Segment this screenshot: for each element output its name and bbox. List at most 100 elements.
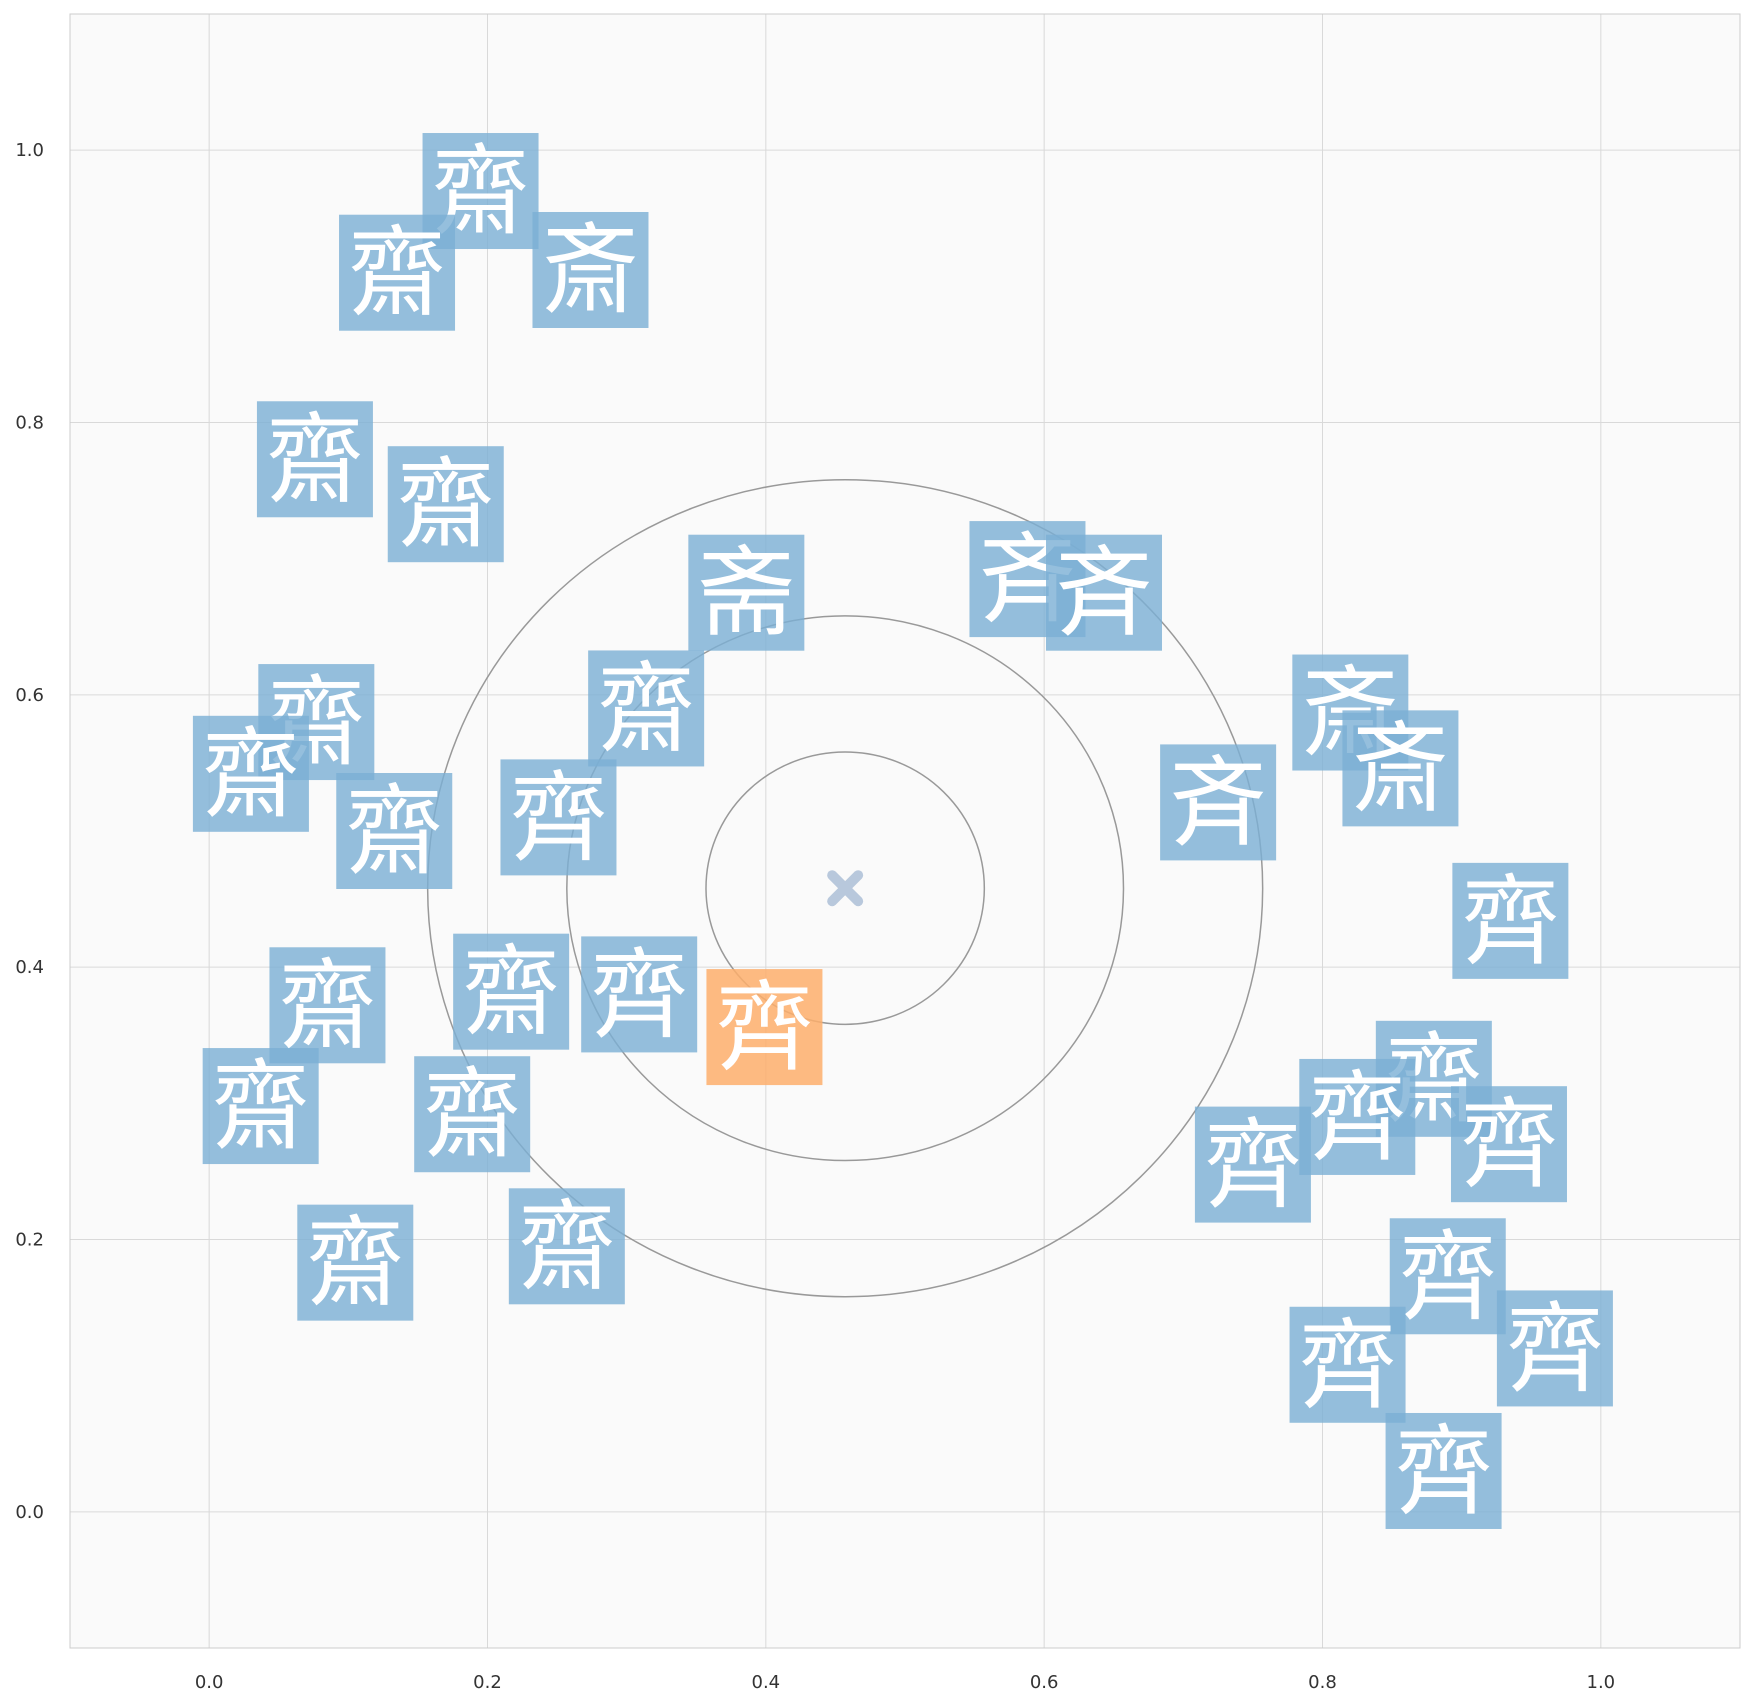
glyph-point: 齊	[1299, 1058, 1416, 1175]
distance-ring	[566, 615, 1125, 1162]
glyph-box	[1299, 1058, 1416, 1175]
glyph-point: 齊	[1496, 1290, 1613, 1407]
glyph-point: 齋	[336, 773, 453, 889]
x-tick-label: 1.0	[1587, 1672, 1616, 1693]
glyph-box	[588, 650, 705, 767]
x-tick-label: 0.6	[1030, 1672, 1059, 1693]
glyph-label: 斉	[1169, 746, 1267, 860]
glyph-label: 齊	[715, 971, 813, 1085]
glyph-box	[1452, 862, 1569, 979]
glyph-label: 齊	[590, 938, 688, 1052]
glyph-label: 齋	[306, 1207, 404, 1321]
glyph-point: 齋	[508, 1188, 625, 1305]
glyph-label: 齋	[348, 217, 446, 331]
glyph-box	[297, 1204, 414, 1321]
glyph-box	[500, 759, 617, 876]
x-tick-label: 0.2	[473, 1672, 502, 1693]
glyph-point: 齋	[269, 947, 386, 1064]
glyph-box	[1450, 1086, 1567, 1203]
center-x-marker	[827, 870, 864, 907]
glyph-label: 齊	[1204, 1109, 1302, 1223]
y-tick-label: 0.4	[15, 957, 44, 978]
x-tick-label: 0.8	[1308, 1672, 1337, 1693]
glyph-box	[1496, 1290, 1613, 1407]
x-tick-label: 0.4	[752, 1672, 781, 1693]
glyph-point: 齊	[500, 759, 617, 876]
glyph-label: 齋	[202, 718, 300, 832]
glyph-point: 斎	[532, 211, 649, 328]
glyph-point: 斎	[1342, 710, 1459, 827]
glyph-box	[1289, 1306, 1406, 1423]
glyph-point: 齋	[588, 650, 705, 767]
glyph-label: 齊	[1395, 1415, 1493, 1529]
glyph-label: 齋	[278, 949, 376, 1063]
glyph-box	[1046, 534, 1163, 651]
glyph-point: 齋	[297, 1204, 414, 1321]
glyph-label: 斎	[541, 214, 639, 328]
y-tick-label: 0.2	[15, 1230, 44, 1251]
glyph-box	[256, 401, 373, 518]
glyph-label: 齋	[597, 652, 695, 766]
glyph-label: 斋	[697, 537, 795, 651]
glyph-label: 齊	[1460, 1088, 1558, 1202]
glyph-box	[706, 969, 823, 1086]
glyph-point: 齋	[414, 1056, 531, 1173]
glyph-point: 齋	[422, 133, 539, 250]
data-points: 齋齋斎齋齋斋斉斉斎斎齋齋齋斉齋齊齊齋齋齊齊齋齋齋齊齊齊齋齋齊齊齊齊	[192, 133, 1613, 1529]
glyph-label: 齋	[462, 936, 560, 1050]
glyph-box	[414, 1056, 531, 1173]
glyph-label: 齋	[212, 1050, 310, 1164]
glyph-point: 斋	[688, 534, 805, 651]
glyph-box	[336, 773, 453, 889]
tick-labels: 0.0 0.2 0.4 0.6 0.8 1.0 0.0 0.2 0.4 0.6 0.8 1.0	[15, 140, 1615, 1693]
glyph-point: 齊	[1450, 1086, 1567, 1203]
glyph-label: 齊	[509, 761, 607, 875]
glyph-box	[508, 1188, 625, 1305]
glyph-label: 齋	[345, 775, 443, 889]
glyph-point: 齊	[1194, 1106, 1311, 1223]
glyph-point: 齋	[453, 933, 570, 1050]
plot-background	[70, 14, 1740, 1648]
y-tick-label: 0.0	[15, 1502, 44, 1523]
glyph-box	[269, 947, 386, 1064]
center-marker	[827, 870, 864, 907]
glyph-label: 齋	[266, 403, 364, 517]
glyph-box	[1194, 1106, 1311, 1223]
glyph-point: 齋	[256, 401, 373, 518]
glyph-label: 齋	[423, 1058, 521, 1172]
glyph-point: 齊	[1452, 862, 1569, 979]
glyph-box	[1385, 1412, 1502, 1529]
distance-ring	[705, 751, 986, 1026]
glyph-point: 齊	[581, 936, 698, 1053]
glyph-point: 齋	[192, 715, 309, 832]
glyph-box	[387, 446, 504, 563]
glyph-label: 齊	[1308, 1061, 1406, 1175]
glyph-label: 齊	[1506, 1292, 1604, 1406]
glyph-box	[1160, 744, 1277, 861]
glyph-box	[581, 936, 698, 1053]
y-tick-label: 1.0	[15, 140, 44, 161]
y-tick-label: 0.8	[15, 413, 44, 434]
glyph-point: 齋	[202, 1048, 319, 1165]
glyph-point: 斉	[1160, 744, 1277, 861]
glyph-point: 齊	[1289, 1306, 1406, 1423]
plot-frame	[69, 13, 1741, 1649]
glyph-box	[1342, 710, 1459, 827]
glyph-label: 斉	[1055, 537, 1153, 651]
y-tick-label: 0.6	[15, 685, 44, 706]
glyph-box	[192, 715, 309, 832]
glyph-box	[453, 933, 570, 1050]
glyph-point: 齊	[1389, 1218, 1506, 1335]
x-tick-label: 0.0	[195, 1672, 224, 1693]
glyph-label: 齋	[518, 1190, 616, 1304]
highlighted-glyph-point: 齊	[706, 969, 823, 1086]
glyph-box	[202, 1048, 319, 1165]
glyph-box	[688, 534, 805, 651]
glyph-box	[339, 214, 456, 331]
glyph-point: 齊	[1385, 1412, 1502, 1529]
glyph-point: 齋	[387, 446, 504, 563]
glyph-label: 齊	[1461, 865, 1559, 979]
glyph-label: 齊	[1299, 1309, 1397, 1423]
glyph-point: 齋	[339, 214, 456, 331]
